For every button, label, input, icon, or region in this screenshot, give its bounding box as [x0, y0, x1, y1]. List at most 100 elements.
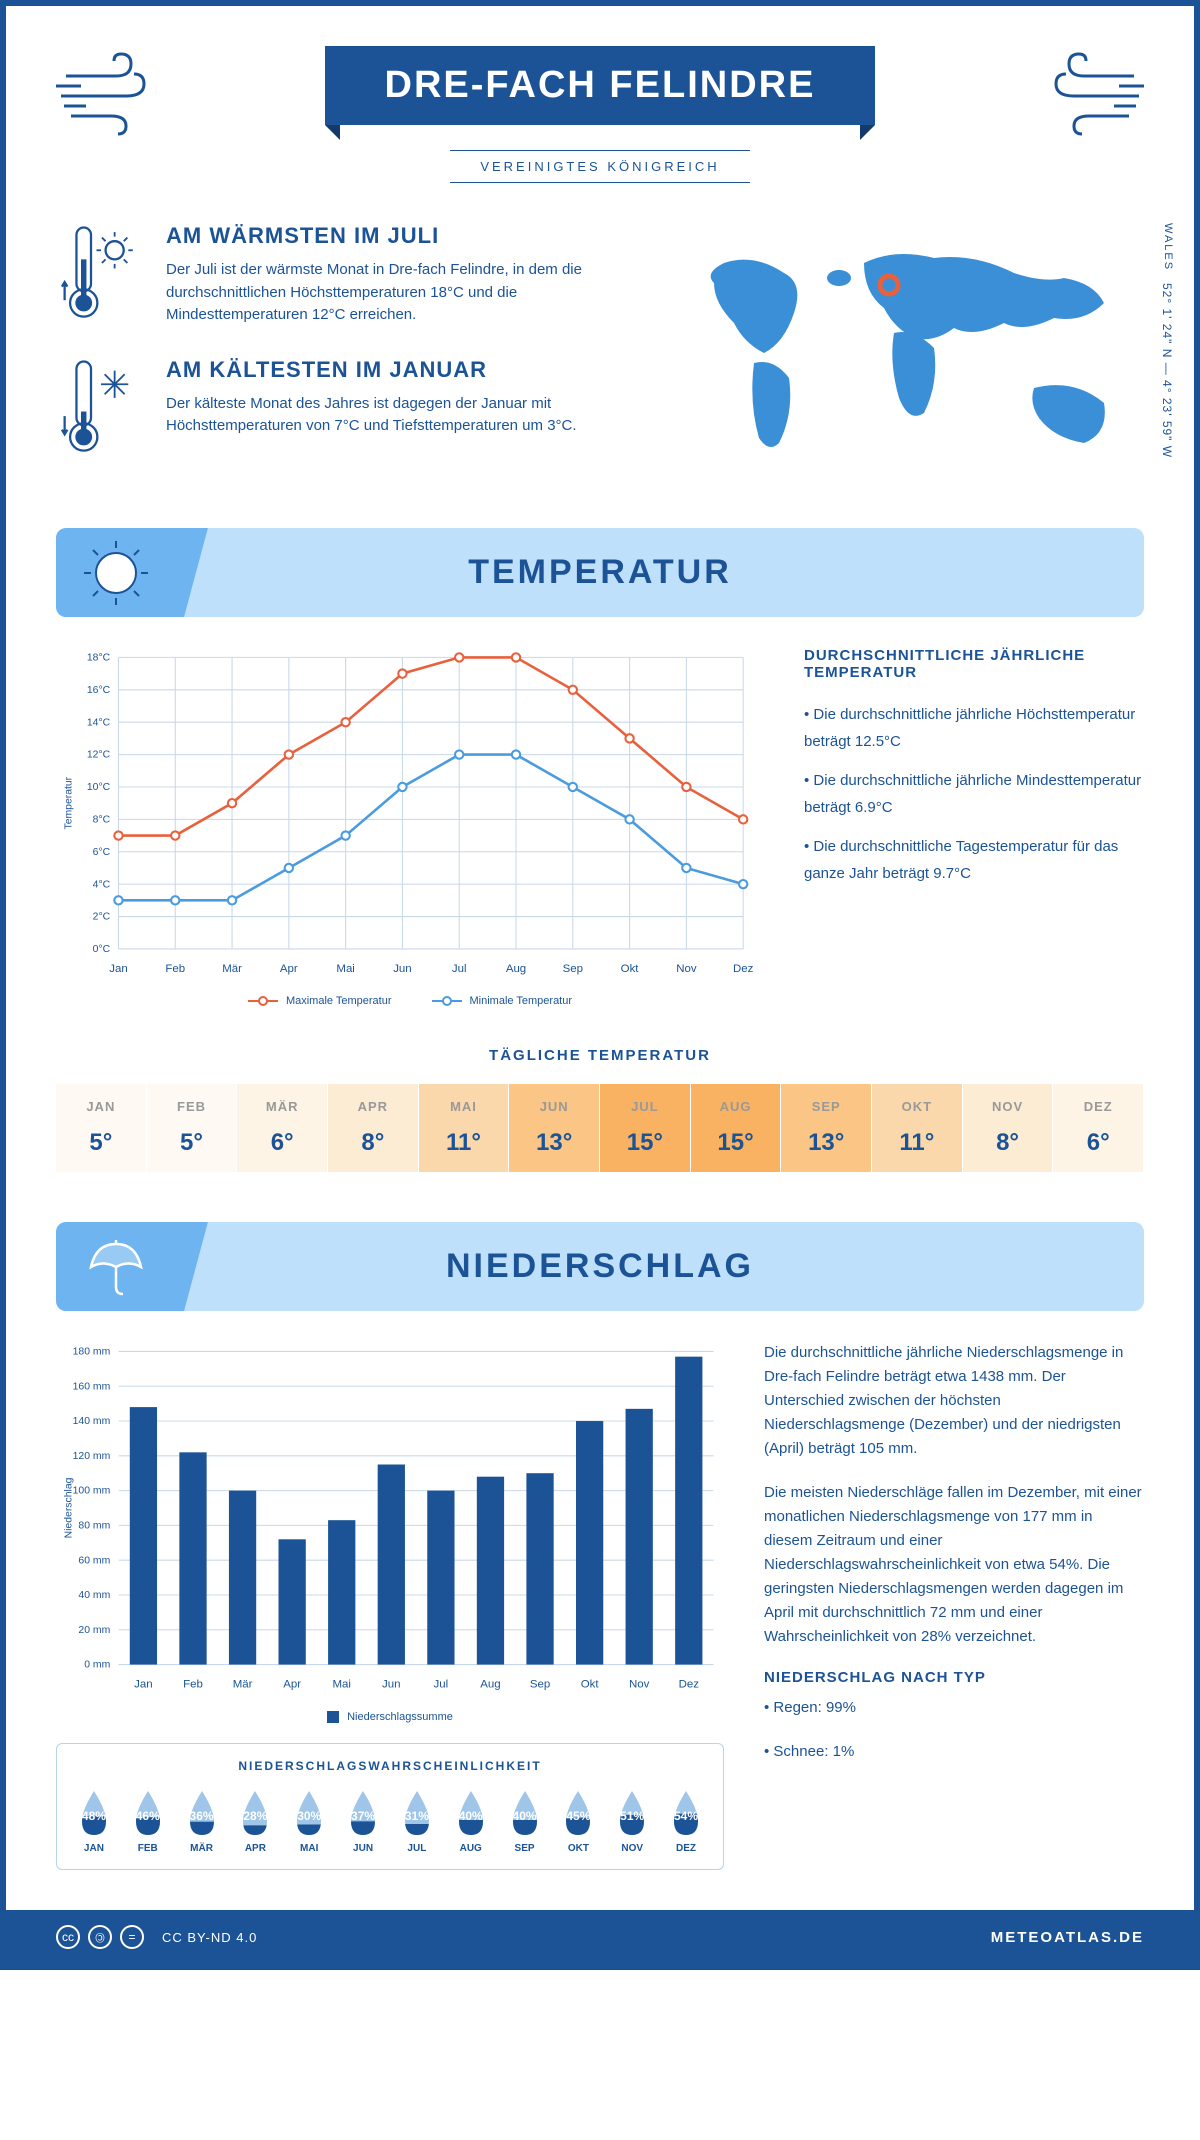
- svg-text:140 mm: 140 mm: [73, 1416, 111, 1427]
- svg-text:Niederschlag: Niederschlag: [64, 1478, 75, 1539]
- daily-temp-table: TÄGLICHE TEMPERATUR JAN5°FEB5°MÄR6°APR8°…: [56, 1047, 1144, 1172]
- precip-type-title: NIEDERSCHLAG NACH TYP: [764, 1669, 1144, 1686]
- sun-icon: [81, 538, 151, 608]
- svg-text:0 mm: 0 mm: [84, 1660, 110, 1671]
- probability-drop: 51% NOV: [605, 1788, 659, 1854]
- precipitation-chart: 0 mm 20 mm 40 mm 60 mm 80 mm 100 mm 120 mm 140 …: [56, 1341, 724, 1723]
- svg-text:120 mm: 120 mm: [73, 1451, 111, 1462]
- svg-text:160 mm: 160 mm: [73, 1382, 111, 1393]
- probability-drop: 30% MAI: [282, 1788, 336, 1854]
- warm-title: AM WÄRMSTEN IM JULI: [166, 223, 634, 249]
- svg-text:100 mm: 100 mm: [73, 1486, 111, 1497]
- precip-type: • Schnee: 1%: [764, 1740, 1144, 1764]
- footer: cc 🄯 = CC BY-ND 4.0 METEOATLAS.DE: [6, 1910, 1194, 1964]
- svg-text:10°C: 10°C: [87, 782, 111, 793]
- precip-type: • Regen: 99%: [764, 1696, 1144, 1720]
- legend-max: Maximale Temperatur: [286, 995, 392, 1007]
- svg-text:8°C: 8°C: [93, 814, 111, 825]
- climate-facts: AM WÄRMSTEN IM JULI Der Juli ist der wär…: [56, 223, 634, 488]
- probability-drop: 46% FEB: [121, 1788, 175, 1854]
- temp-bullet: • Die durchschnittliche jährliche Höchst…: [804, 701, 1144, 755]
- precip-heading: NIEDERSCHLAG: [56, 1247, 1144, 1286]
- header: DRE-FACH FELINDRE VEREINIGTES KÖNIGREICH: [56, 46, 1144, 183]
- precip-legend: Niederschlagssumme: [347, 1711, 453, 1723]
- country-label: VEREINIGTES KÖNIGREICH: [450, 150, 749, 183]
- probability-drop: 37% JUN: [336, 1788, 390, 1854]
- prob-title: NIEDERSCHLAGSWAHRSCHEINLICHKEIT: [67, 1759, 713, 1773]
- svg-text:180 mm: 180 mm: [73, 1347, 111, 1358]
- page-title: DRE-FACH FELINDRE: [325, 46, 876, 125]
- temp-cell: DEZ6°: [1053, 1084, 1144, 1172]
- svg-text:Feb: Feb: [165, 963, 185, 975]
- thermometer-cold-icon: [56, 357, 146, 457]
- temp-bullet: • Die durchschnittliche jährliche Mindes…: [804, 767, 1144, 821]
- temp-info-title: DURCHSCHNITTLICHE JÄHRLICHE TEMPERATUR: [804, 647, 1144, 681]
- temp-heading: TEMPERATUR: [56, 553, 1144, 592]
- temp-cell: AUG15°: [691, 1084, 782, 1172]
- temp-cell: JUL15°: [600, 1084, 691, 1172]
- temp-cell: OKT11°: [872, 1084, 963, 1172]
- probability-drop: 45% OKT: [551, 1788, 605, 1854]
- probability-box: NIEDERSCHLAGSWAHRSCHEINLICHKEIT 48% JAN …: [56, 1743, 724, 1870]
- svg-text:Feb: Feb: [183, 1679, 203, 1691]
- probability-drop: 40% SEP: [498, 1788, 552, 1854]
- svg-text:18°C: 18°C: [87, 653, 111, 664]
- svg-text:Jun: Jun: [393, 963, 411, 975]
- svg-text:Mai: Mai: [332, 1679, 350, 1691]
- temp-cell: MAI11°: [419, 1084, 510, 1172]
- probability-drop: 36% MÄR: [175, 1788, 229, 1854]
- svg-text:20 mm: 20 mm: [78, 1625, 110, 1636]
- daily-temp-title: TÄGLICHE TEMPERATUR: [56, 1047, 1144, 1064]
- coordinates: 52° 1' 24" N — 4° 23' 59" W: [1160, 283, 1174, 458]
- svg-text:14°C: 14°C: [87, 717, 111, 728]
- svg-text:Jul: Jul: [434, 1679, 449, 1691]
- temp-info: DURCHSCHNITTLICHE JÄHRLICHE TEMPERATUR •…: [804, 647, 1144, 1007]
- probability-drop: 54% DEZ: [659, 1788, 713, 1854]
- umbrella-icon: [81, 1232, 151, 1302]
- svg-text:Temperatur: Temperatur: [64, 776, 75, 829]
- svg-text:Jan: Jan: [134, 1679, 153, 1691]
- svg-text:Jul: Jul: [452, 963, 467, 975]
- brand: METEOATLAS.DE: [991, 1929, 1144, 1946]
- temperature-chart: 0°C2°C4°C6°C8°C10°C12°C14°C16°C18°CJanFe…: [56, 647, 764, 1007]
- svg-text:Sep: Sep: [563, 963, 583, 975]
- svg-text:80 mm: 80 mm: [78, 1521, 110, 1532]
- svg-text:Nov: Nov: [676, 963, 697, 975]
- warm-text: Der Juli ist der wärmste Monat in Dre-fa…: [166, 259, 634, 327]
- temperature-section-header: TEMPERATUR: [56, 528, 1144, 617]
- world-map: WALES 52° 1' 24" N — 4° 23' 59" W: [664, 223, 1144, 488]
- svg-text:2°C: 2°C: [93, 912, 111, 923]
- svg-text:Jan: Jan: [109, 963, 127, 975]
- temp-cell: SEP13°: [781, 1084, 872, 1172]
- region-label: WALES: [1162, 223, 1174, 271]
- svg-text:60 mm: 60 mm: [78, 1555, 110, 1566]
- svg-text:Sep: Sep: [530, 1679, 550, 1691]
- temp-cell: MÄR6°: [237, 1084, 328, 1172]
- precip-p1: Die durchschnittliche jährliche Niedersc…: [764, 1341, 1144, 1461]
- svg-text:Dez: Dez: [679, 1679, 700, 1691]
- temp-cell: JAN5°: [56, 1084, 147, 1172]
- wind-icon: [1024, 46, 1144, 136]
- svg-text:16°C: 16°C: [87, 685, 111, 696]
- svg-text:Apr: Apr: [283, 1679, 301, 1691]
- svg-text:40 mm: 40 mm: [78, 1590, 110, 1601]
- svg-text:Mai: Mai: [336, 963, 354, 975]
- svg-text:Okt: Okt: [621, 963, 640, 975]
- precip-text: Die durchschnittliche jährliche Niedersc…: [764, 1341, 1144, 1870]
- probability-drop: 28% APR: [228, 1788, 282, 1854]
- temp-bullet: • Die durchschnittliche Tagestemperatur …: [804, 833, 1144, 887]
- temp-cell: NOV8°: [963, 1084, 1054, 1172]
- legend-min: Minimale Temperatur: [470, 995, 573, 1007]
- temp-cell: APR8°: [328, 1084, 419, 1172]
- probability-drop: 40% AUG: [444, 1788, 498, 1854]
- svg-text:12°C: 12°C: [87, 750, 111, 761]
- svg-text:Dez: Dez: [733, 963, 754, 975]
- svg-text:0°C: 0°C: [93, 944, 111, 955]
- precipitation-section-header: NIEDERSCHLAG: [56, 1222, 1144, 1311]
- svg-text:Aug: Aug: [506, 963, 526, 975]
- svg-text:Jun: Jun: [382, 1679, 401, 1691]
- svg-text:Mär: Mär: [222, 963, 242, 975]
- cc-license-icons: cc 🄯 = CC BY-ND 4.0: [56, 1925, 257, 1949]
- license-text: CC BY-ND 4.0: [162, 1930, 257, 1945]
- svg-text:Mär: Mär: [233, 1679, 253, 1691]
